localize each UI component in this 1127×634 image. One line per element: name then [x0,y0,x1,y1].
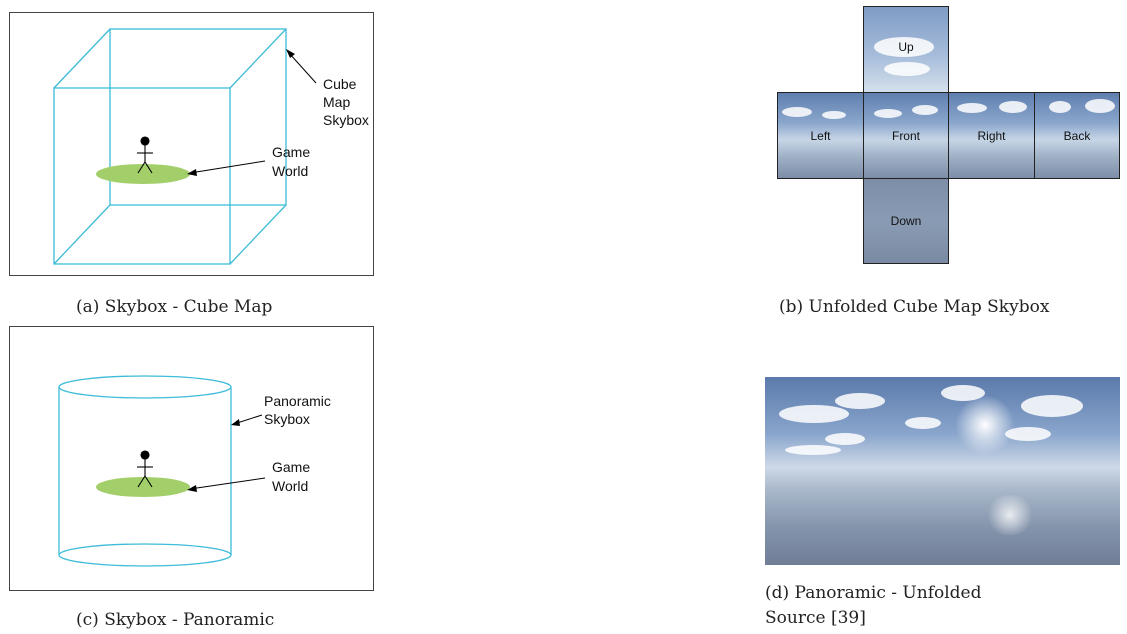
panel-cube-map: Cube Map Skybox Game World [9,12,374,276]
panoramic-diagram: Panoramic Skybox Game World [58,375,335,567]
game-world-ground [96,164,190,184]
caption-d-line2: Source [39] [765,608,866,628]
caption-b: (b) Unfolded Cube Map Skybox [779,297,1050,317]
caption-c: (c) Skybox - Panoramic [76,610,275,630]
panel-panoramic: Panoramic Skybox Game World [9,326,374,591]
cube-wireframe [53,28,287,265]
world-arrow [187,160,266,176]
skybox-arrow [286,49,317,84]
caption-d-line1: (d) Panoramic - Unfolded [765,583,982,603]
face-down: Down [863,178,949,264]
stick-figure-icon [137,136,153,174]
panoramic-world-label: Game World [272,459,314,494]
face-front: Front [863,92,949,179]
cube-world-label: Game World [272,144,314,179]
panoramic-skybox-label: Panoramic Skybox [264,393,335,427]
cylinder-wireframe [58,375,232,567]
panoramic-unfolded-image [765,377,1120,565]
cube-skybox-label: Cube Map Skybox [323,76,369,128]
skybox-arrow [231,414,263,426]
face-up: Up [863,6,949,93]
face-right: Right [948,92,1035,179]
face-back: Back [1034,92,1120,179]
cube-map-diagram: Cube Map Skybox Game World [53,28,369,265]
world-arrow [187,477,266,492]
face-left: Left [777,92,864,179]
unfolded-cube-map: Up Left Front Right Back Down [777,6,1120,264]
caption-a: (a) Skybox - Cube Map [76,297,273,317]
game-world-ground [96,477,190,497]
stick-figure-icon [137,450,153,488]
